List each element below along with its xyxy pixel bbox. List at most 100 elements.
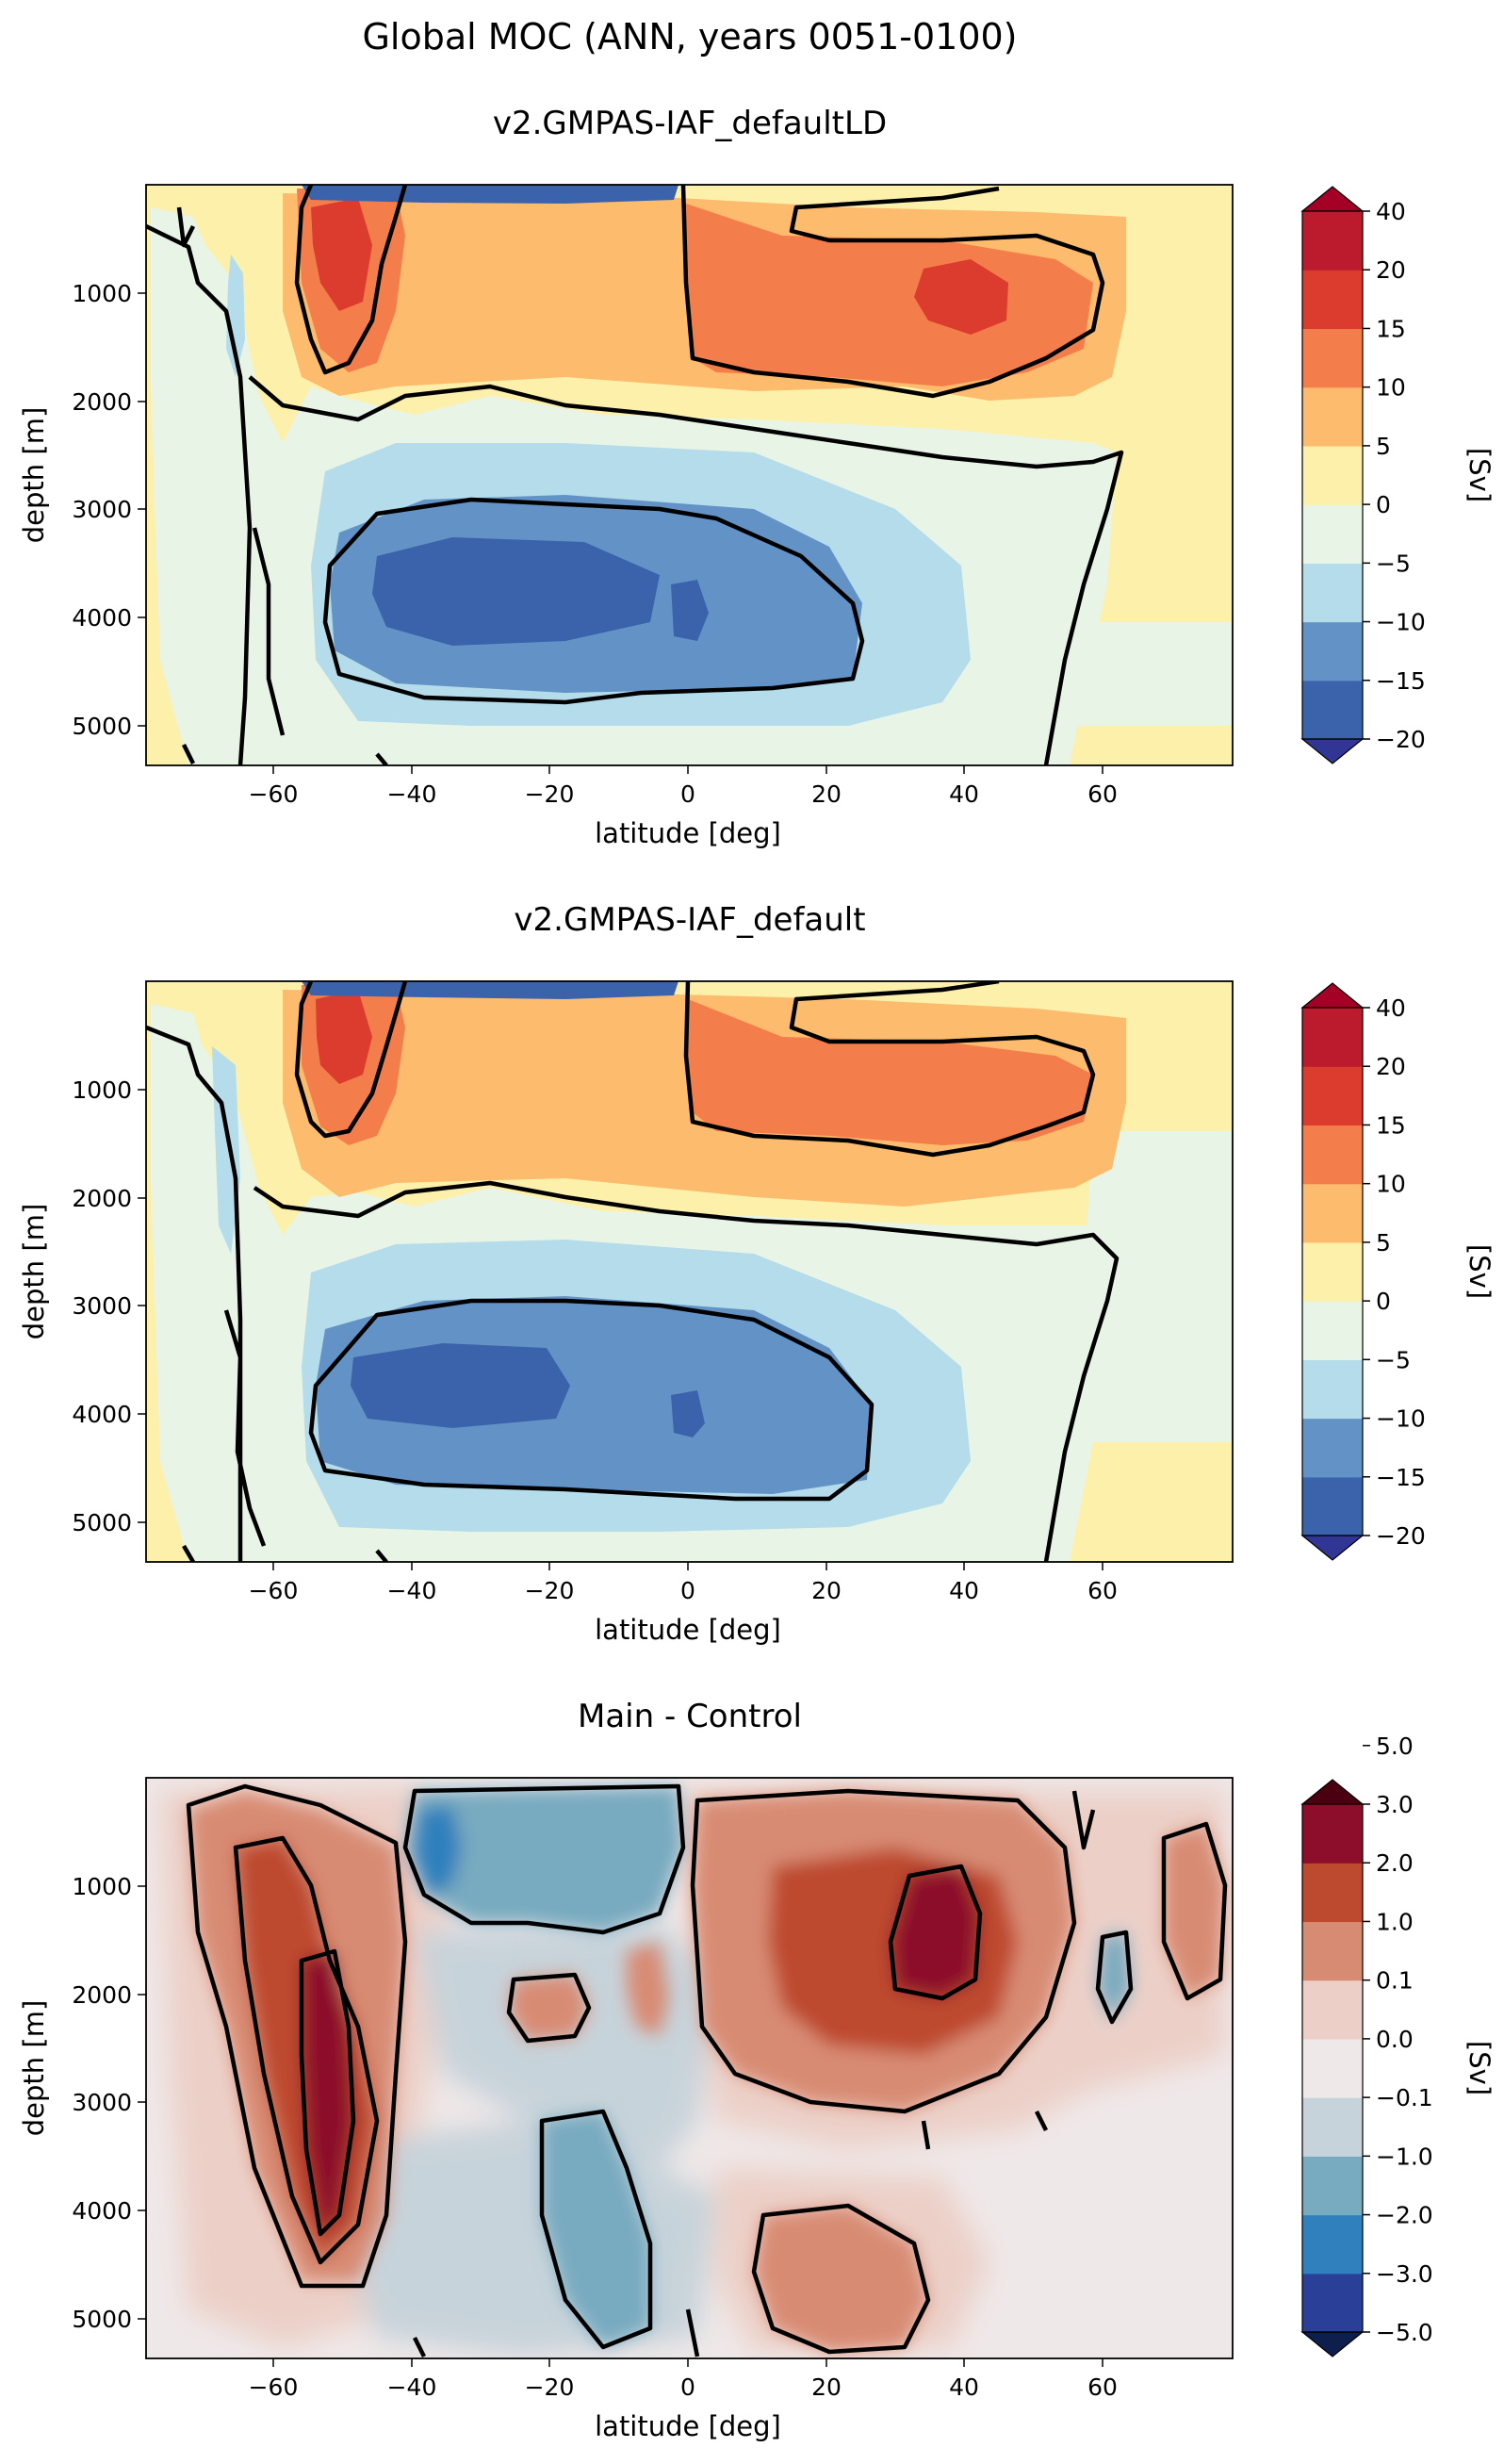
panel-1-title: v2.GMPAS-IAF_defaultLD — [493, 105, 887, 142]
panel-1-plot-frame — [145, 184, 1234, 766]
panel-2-ytick-label: 4000 — [72, 1401, 132, 1428]
panel-1-xtick-label: −20 — [525, 780, 575, 808]
colorbar-swatch — [1302, 328, 1363, 388]
panel-1-ytick-label: 2000 — [72, 388, 132, 416]
panel-2-contours — [146, 981, 1120, 1562]
panel-2-y-axis-label: depth [m] — [18, 1204, 50, 1340]
panel-2: v2.GMPAS-IAF_default −60 −40 −20 — [18, 901, 1496, 1646]
colorbar-tick-label: −15 — [1376, 1464, 1426, 1491]
colorbar-swatch — [1302, 1008, 1363, 1067]
panel-3-contours — [186, 1783, 1228, 2358]
colorbar-tick-label: 0.1 — [1376, 1967, 1414, 1995]
colorbar-extend-min — [1300, 738, 1365, 764]
colorbar-tick-label: 0 — [1376, 491, 1391, 518]
panel-2-title: v2.GMPAS-IAF_default — [514, 901, 865, 939]
panel-3-colorbar-label: [Sv] — [1463, 2041, 1496, 2095]
colorbar-tick-label: 10 — [1376, 374, 1406, 402]
panel-2-ytick-label: 2000 — [72, 1185, 132, 1212]
colorbar-tick-label: −5.0 — [1376, 2319, 1433, 2346]
panel-3-upper-negative — [405, 1786, 683, 1932]
panel-3-xtick-label: 0 — [680, 2374, 695, 2401]
panel-3-ytick-label: 1000 — [72, 1873, 132, 1900]
panel-2-ytick-label: 3000 — [72, 1292, 132, 1320]
panel-2-surface-negative — [302, 981, 678, 999]
panel-3-xtick-label: 20 — [811, 2374, 842, 2401]
panel-1-y-axis-label: depth [m] — [18, 407, 50, 544]
colorbar-outline — [1301, 210, 1364, 740]
panel-2-colorbar-swatches — [1300, 982, 1365, 1561]
panel-1-xtick-label: −60 — [249, 780, 299, 808]
panel-1-colorbar: −20 −15 −10 −5 0 5 10 15 20 40 [Sv] — [1300, 186, 1496, 764]
panel-2-contour-field — [146, 981, 1233, 1562]
panel-3-xtick-label: −40 — [387, 2374, 437, 2401]
panel-2-xtick-label: −20 — [525, 1577, 575, 1604]
colorbar-tick-label: −5 — [1376, 1346, 1411, 1373]
panel-3-xtick-label: 60 — [1087, 2374, 1118, 2401]
panel-2-colorbar-label: [Sv] — [1463, 1244, 1496, 1299]
panel-2-colorbar-ticks: −20 −15 −10 −5 0 5 10 15 20 40 — [1363, 994, 1426, 1550]
panel-1-amoc-core — [683, 203, 1093, 386]
colorbar-tick-label: −20 — [1376, 726, 1426, 753]
panel-1-x-axis: −60 −40 −20 0 20 40 60 latitude [deg] — [249, 765, 1118, 849]
panel-1-colorbar-ticks: −20 −15 −10 −5 0 5 10 15 20 40 — [1363, 198, 1426, 753]
panel-3-ytick-label: 5000 — [72, 2306, 132, 2333]
panel-3-colorbar-ticks: −5.0 −3.0 −2.0 −1.0 −0.1 0.0 0.1 1.0 2.0 3.0 5.0 — [1363, 1733, 1433, 2346]
panel-3-contour-field — [146, 1778, 1233, 2358]
panel-2-xtick-label: −40 — [387, 1577, 437, 1604]
colorbar-swatch — [1302, 1125, 1363, 1185]
panel-1-northern-right-band — [1055, 622, 1233, 726]
panel-3-mid-positive-patch — [509, 1975, 589, 2041]
panel-3-xtick-label: −60 — [249, 2374, 299, 2401]
colorbar-tick-label: 20 — [1376, 1053, 1406, 1080]
colorbar-tick-label: 0 — [1376, 1288, 1391, 1315]
panel-1-xtick-label: −40 — [387, 780, 437, 808]
panel-3-ytick-label: 3000 — [72, 2089, 132, 2116]
colorbar-tick-label: 5 — [1376, 433, 1391, 460]
colorbar-tick-label: −0.1 — [1376, 2084, 1433, 2111]
panel-1-abw-core — [372, 537, 660, 646]
panel-3-ytick-label: 2000 — [72, 1981, 132, 2009]
panel-1-ytick-label: 1000 — [72, 280, 132, 307]
colorbar-tick-label: −5 — [1376, 550, 1411, 577]
panel-3-y-axis: 1000 2000 3000 4000 5000 depth [m] — [18, 1873, 146, 2333]
panel-2-abw-core — [351, 1343, 570, 1428]
panel-2-x-axis: −60 −40 −20 0 20 40 60 latitude [deg] — [249, 1562, 1118, 1646]
colorbar-swatch — [1302, 1804, 1363, 1864]
colorbar-swatch — [1302, 2038, 1363, 2098]
panel-3-colorbar-swatches — [1300, 1779, 1365, 2357]
panel-3-ytick-label: 4000 — [72, 2197, 132, 2225]
panel-1-deacon-core — [311, 198, 372, 311]
panel-1-amoc-max — [914, 259, 1008, 335]
colorbar-tick-label: −10 — [1376, 609, 1426, 636]
colorbar-tick-label: 0.0 — [1376, 2026, 1414, 2053]
colorbar-swatch — [1302, 2097, 1363, 2157]
colorbar-swatch — [1302, 1359, 1363, 1420]
panel-3-xtick-label: 40 — [949, 2374, 979, 2401]
panel-2-xtick-label: 20 — [811, 1577, 842, 1604]
panel-2-ytick-label: 1000 — [72, 1076, 132, 1104]
colorbar-swatch — [1302, 563, 1363, 623]
colorbar-swatch — [1302, 2273, 1363, 2333]
colorbar-swatch — [1302, 1241, 1363, 1302]
panel-3-x-axis: −60 −40 −20 0 20 40 60 latitude [deg] — [249, 2358, 1118, 2442]
panel-2-xtick-label: 60 — [1087, 1577, 1118, 1604]
panel-1-x-axis-label: latitude [deg] — [595, 817, 781, 849]
panel-1-surface-negative — [302, 185, 678, 204]
colorbar-tick-label: 1.0 — [1376, 1908, 1414, 1935]
panel-1-xtick-label: 0 — [680, 780, 695, 808]
panel-1-y-axis: 1000 2000 3000 4000 5000 depth [m] — [18, 280, 146, 740]
colorbar-swatch — [1302, 270, 1363, 330]
colorbar-swatch — [1302, 2156, 1363, 2216]
colorbar-swatch — [1302, 504, 1363, 564]
colorbar-tick-label: 15 — [1376, 1111, 1406, 1139]
panel-1-ytick-label: 4000 — [72, 604, 132, 632]
panel-3-x-axis-label: latitude [deg] — [595, 2410, 781, 2442]
colorbar-swatch — [1302, 621, 1363, 682]
colorbar-swatch — [1302, 1979, 1363, 2040]
colorbar-tick-label: −20 — [1376, 1522, 1426, 1550]
panel-1-abw-core-small — [671, 580, 709, 641]
colorbar-tick-label: 5 — [1376, 1229, 1391, 1257]
panel-3-upper-negative-strong — [415, 1805, 462, 1895]
panel-2-northern-right-band — [1065, 1131, 1233, 1442]
